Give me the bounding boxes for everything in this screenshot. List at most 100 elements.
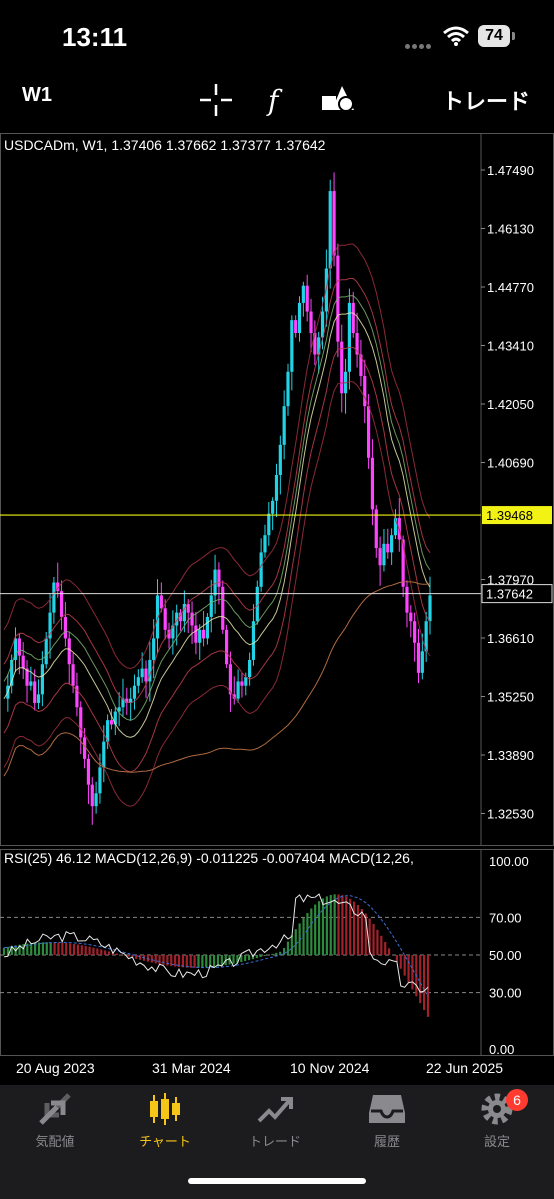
candle-body xyxy=(370,457,375,510)
candle-body xyxy=(409,612,413,622)
rsi-line xyxy=(3,893,429,993)
candle-body xyxy=(113,711,117,725)
candle-body xyxy=(374,509,378,549)
candle-body xyxy=(320,311,325,338)
candle-body xyxy=(71,664,75,686)
candle-body xyxy=(413,621,417,643)
nav-trade[interactable]: トレード xyxy=(220,1091,330,1151)
current-price-tag xyxy=(481,584,553,604)
nav-chart[interactable]: チャート xyxy=(110,1091,220,1151)
date-label: 20 Aug 2023 xyxy=(16,1060,95,1076)
candle-body xyxy=(313,333,317,355)
candle-body xyxy=(132,685,137,699)
candle-body xyxy=(75,685,79,708)
status-time: 13:11 xyxy=(62,22,128,52)
candle-body xyxy=(167,629,171,639)
candle-body xyxy=(405,586,409,613)
candle-body xyxy=(255,586,259,622)
candle-body xyxy=(386,543,390,553)
candle-body xyxy=(136,677,140,686)
indicator-level-label: 70.00 xyxy=(489,910,522,925)
candle-body xyxy=(282,406,286,445)
candle-body xyxy=(59,591,64,617)
battery-icon: 74 xyxy=(478,25,510,47)
function-icon[interactable]: f xyxy=(258,80,298,120)
shapes-icon[interactable] xyxy=(318,80,358,120)
crosshair-icon[interactable] xyxy=(196,80,236,120)
price-chart[interactable]: 1.47490 1.46130 1.44770 1.43410 1.42050 1.406… xyxy=(0,133,554,846)
candle-body xyxy=(102,741,106,768)
candle-body xyxy=(416,642,421,673)
status-bar: 13:11 74 xyxy=(0,0,554,72)
candle-body xyxy=(305,285,309,312)
candle-body xyxy=(420,651,424,673)
candle-body xyxy=(274,474,279,501)
candle-body xyxy=(201,629,206,639)
signal-icon xyxy=(405,36,435,49)
candle-body xyxy=(40,664,44,695)
inbox-icon xyxy=(369,1095,405,1123)
candle-body xyxy=(117,707,121,712)
candle-body xyxy=(393,517,398,536)
candle-body xyxy=(217,569,221,587)
candle-body xyxy=(263,535,267,553)
candle-body xyxy=(309,311,313,334)
candle-body xyxy=(79,707,83,738)
candle-body xyxy=(86,758,91,785)
candle-body xyxy=(221,586,225,630)
indicator-frame xyxy=(0,849,554,1056)
candle-body xyxy=(228,664,233,695)
candle-body xyxy=(271,500,275,514)
candle-body xyxy=(428,595,432,622)
candle-body xyxy=(29,681,33,686)
nav-settings[interactable]: 6 設定 xyxy=(442,1089,552,1151)
home-indicator xyxy=(188,1178,366,1184)
macd-signal-line xyxy=(3,895,429,997)
candle-body xyxy=(390,535,394,553)
candle-body xyxy=(67,638,71,665)
gear-icon xyxy=(481,1093,513,1125)
date-axis: 20 Aug 2023 31 Mar 2024 10 Nov 2024 22 J… xyxy=(0,1058,554,1082)
candle-body xyxy=(328,191,332,269)
yellow-price-tag xyxy=(482,506,552,525)
candle-body xyxy=(17,638,21,656)
wifi-icon xyxy=(443,26,469,46)
candle-body xyxy=(52,582,56,613)
candle-body xyxy=(332,191,336,256)
indicator-canvas[interactable]: 100.00 70.00 50.00 30.00 0.00 xyxy=(0,849,554,1057)
date-label: 22 Jun 2025 xyxy=(426,1060,504,1076)
candle-body xyxy=(129,698,133,703)
candle-body xyxy=(25,668,29,686)
nav-quotes[interactable]: 気配値 xyxy=(0,1091,110,1151)
candle-body xyxy=(424,621,428,652)
candle-body xyxy=(109,720,114,725)
trade-button[interactable]: トレード xyxy=(442,89,531,114)
price-chart-canvas[interactable]: 1.47490 1.46130 1.44770 1.43410 1.42050 1.406… xyxy=(0,133,554,846)
price-level-label: 1.40690 xyxy=(487,456,534,471)
candle-body xyxy=(56,582,60,592)
slow-ma-line xyxy=(3,581,431,777)
candle-body xyxy=(286,371,290,407)
nav-chart-label: チャート xyxy=(139,1134,191,1149)
envelope-line xyxy=(3,381,431,807)
indicator-chart[interactable]: 100.00 70.00 50.00 30.00 0.00 RSI(25) 46.12 … xyxy=(0,849,554,1057)
candle-body xyxy=(144,668,148,682)
nav-history[interactable]: 履歴 xyxy=(332,1091,442,1151)
candle-body xyxy=(190,612,194,626)
candle-body xyxy=(317,337,321,355)
candle-body xyxy=(152,638,156,660)
candle-body xyxy=(33,681,37,703)
candle-body xyxy=(82,737,87,759)
candle-body xyxy=(251,621,256,660)
candle-body xyxy=(240,681,244,686)
candle-body xyxy=(236,681,240,699)
candle-body xyxy=(48,612,52,639)
timeframe-button[interactable]: W1 xyxy=(22,84,52,106)
price-level-label: 1.35250 xyxy=(487,690,534,705)
price-level-label: 1.43410 xyxy=(487,339,534,354)
candle-body xyxy=(401,539,405,587)
candle-body xyxy=(171,625,175,639)
candle-body xyxy=(63,616,68,639)
candle-body xyxy=(301,285,305,303)
candle-body xyxy=(294,320,298,334)
